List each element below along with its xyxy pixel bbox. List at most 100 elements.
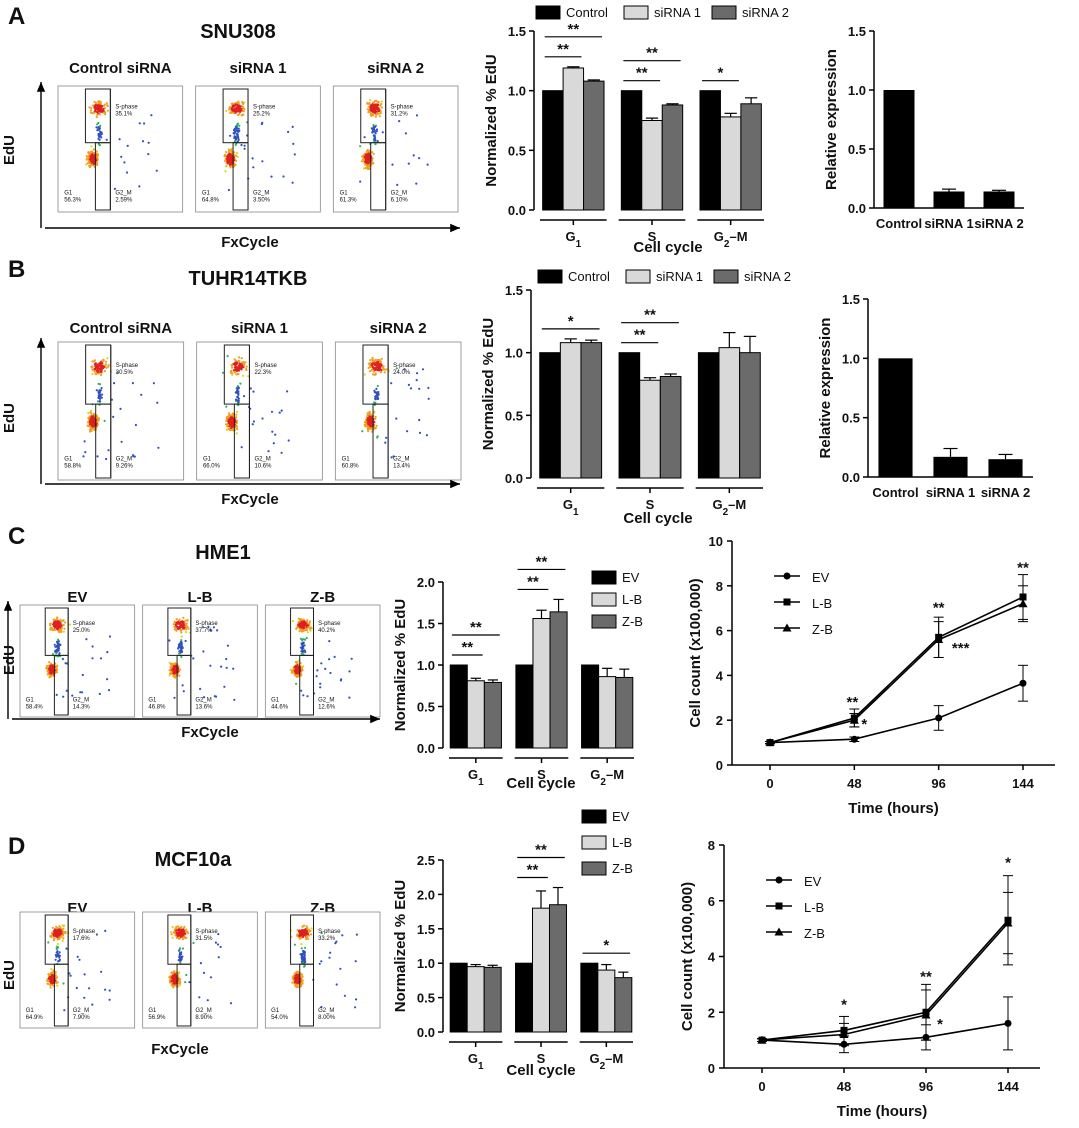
- legend-label: L-B: [804, 900, 824, 915]
- flow-plot-frame: [264, 604, 381, 718]
- flow-x-label: FxCycle: [221, 491, 279, 508]
- flow-plot-frame: [19, 911, 136, 1029]
- legend-label: siRNA 2: [742, 5, 789, 20]
- flow-plot-frame: [334, 341, 462, 481]
- bar-chart-D-edu: 0.0 0.5 1.0 1.5 2.0 2.5 Normalized % EdU G1 S G2–…: [392, 809, 633, 1079]
- legend-swatch: [625, 269, 651, 284]
- x-tick-label: Control: [872, 485, 918, 500]
- category-label: G2–M: [590, 767, 624, 788]
- legend-marker: [774, 927, 784, 936]
- x-tick-label: siRNA 2: [981, 485, 1030, 500]
- cell-line-title: MCF10a: [155, 849, 233, 871]
- bar: [597, 969, 616, 1033]
- y-tick-label: 1.5: [417, 922, 435, 937]
- flow-plot-label: Control siRNA: [70, 320, 173, 337]
- flow-group-A: Control siRNA S-phase 35.1% G1 56.3% G2_M 2.59…: [1, 60, 460, 251]
- legend: Control siRNA 1 siRNA 2: [537, 269, 791, 284]
- y-tick-label: 0.5: [842, 411, 860, 426]
- flow-density-dots: [168, 616, 236, 701]
- category-label: G1: [563, 497, 579, 518]
- y-tick-label: 0.0: [842, 470, 860, 485]
- flow-plot-label: siRNA 1: [230, 60, 287, 77]
- flow-plot-label: siRNA 2: [370, 320, 427, 337]
- flow-plot: EV S-phase 25.0% G1 58.4% G2_M 14.3%: [19, 589, 136, 718]
- legend-swatch: [591, 570, 617, 585]
- legend-swatch: [713, 269, 739, 284]
- legend-marker: [783, 572, 791, 580]
- significance-label: **: [527, 573, 539, 590]
- x-axis-label: Time (hours): [848, 800, 939, 817]
- flow-plot-frame: [142, 604, 258, 718]
- series-line: [769, 602, 1024, 744]
- x-tick-label: 48: [837, 1079, 851, 1094]
- flow-plot-frame: [57, 85, 184, 213]
- gate-label-s: S-phase 31.5%: [195, 929, 218, 942]
- data-point: [1019, 679, 1027, 687]
- bar: [548, 904, 567, 1033]
- flow-plot: Control siRNA S-phase 35.1% G1 56.3% G2_M 2.59…: [57, 60, 184, 213]
- flow-y-label: EdU: [1, 135, 18, 165]
- bar: [559, 342, 582, 479]
- significance-label: **: [470, 619, 482, 636]
- flow-plot: siRNA 1 S-phase 25.2% G1 64.8% G2_M 3.50%: [195, 60, 321, 213]
- y-tick-label: 0.5: [505, 408, 523, 423]
- bar: [532, 618, 551, 749]
- gate-label-g2m: G2_M 14.3%: [73, 697, 91, 710]
- significance-label: *: [861, 716, 867, 733]
- legend: EV L-B Z-B: [766, 874, 825, 941]
- series-Z-B: [757, 891, 1013, 1047]
- legend-swatch: [581, 835, 607, 850]
- gate-label-g1: G1 54.0%: [271, 1008, 289, 1021]
- significance-label: **: [527, 862, 539, 879]
- bar: [483, 966, 502, 1033]
- legend-label: siRNA 1: [654, 5, 701, 20]
- legend-label: EV: [812, 570, 830, 585]
- y-tick-label: 1.5: [848, 24, 866, 39]
- gate-label-g1: G1 64.8%: [202, 190, 220, 203]
- flow-plot: L-BS-phase 31.5%G1 56.9%G2_M 8.90%: [142, 900, 258, 1029]
- significance-label: **: [644, 307, 656, 324]
- y-tick-label: 1.0: [848, 83, 866, 98]
- bar: [562, 67, 585, 211]
- gate-label-g1: G1 56.9%: [148, 1008, 166, 1021]
- y-tick-label: 0: [716, 758, 723, 773]
- flow-plot: Z-B S-phase 40.2% G1 44.6% G2_M 12.6%: [264, 589, 381, 718]
- significance-label: **: [536, 553, 548, 570]
- gate-label-g1: G1 64.9%: [26, 1008, 44, 1021]
- gate-label-g2m: G2_M 13.6%: [195, 697, 213, 710]
- flow-plot: Z-BS-phase 33.2%G1 54.0%G2_M 8.00%: [264, 900, 381, 1029]
- y-tick-label: 4: [716, 668, 724, 683]
- x-axis-label: Cell cycle: [506, 1062, 575, 1079]
- flow-plot: siRNA 2 S-phase 24.0% G1 60.8% G2_M 13.4%: [334, 320, 462, 481]
- legend-label: L-B: [812, 596, 832, 611]
- significance-label: *: [841, 996, 847, 1013]
- y-axis-label: Normalized % EdU: [392, 599, 409, 732]
- gate-label-s: S-phase 40.2%: [318, 621, 341, 634]
- gate-label-s: S-phase 30.5%: [116, 363, 139, 376]
- y-tick-label: 1.5: [842, 292, 860, 307]
- flow-density-dots: [359, 98, 429, 186]
- significance-label: **: [846, 694, 858, 711]
- gate-label-g1: G1 58.8%: [64, 457, 82, 470]
- flow-plot-frame: [57, 341, 185, 481]
- y-tick-label: 8: [708, 838, 715, 853]
- bar: [618, 352, 641, 479]
- bar: [933, 456, 968, 477]
- legend-label: Z-B: [622, 614, 643, 629]
- y-tick-label: 0: [708, 1061, 715, 1076]
- x-tick-label: 0: [766, 776, 773, 791]
- line-chart-C-growth: 0 2 4 6 8 10 0 48 96 144 Time (hours) Cell count (x…: [687, 534, 1055, 817]
- bar: [883, 90, 915, 208]
- significance-label: *: [603, 937, 609, 954]
- bar: [615, 676, 634, 749]
- bar: [620, 90, 643, 211]
- panel-letter-B: B: [8, 256, 25, 283]
- y-tick-label: 0.0: [848, 201, 866, 216]
- data-point: [839, 1030, 849, 1039]
- gate-label-g1: G1 61.3%: [340, 190, 358, 203]
- category-label: G2–M: [714, 229, 748, 250]
- gate-label-g1: G1 46.8%: [148, 697, 166, 710]
- y-axis-label: Cell count (x100,000): [687, 578, 704, 727]
- gate-label-s: S-phase 25.2%: [253, 105, 276, 118]
